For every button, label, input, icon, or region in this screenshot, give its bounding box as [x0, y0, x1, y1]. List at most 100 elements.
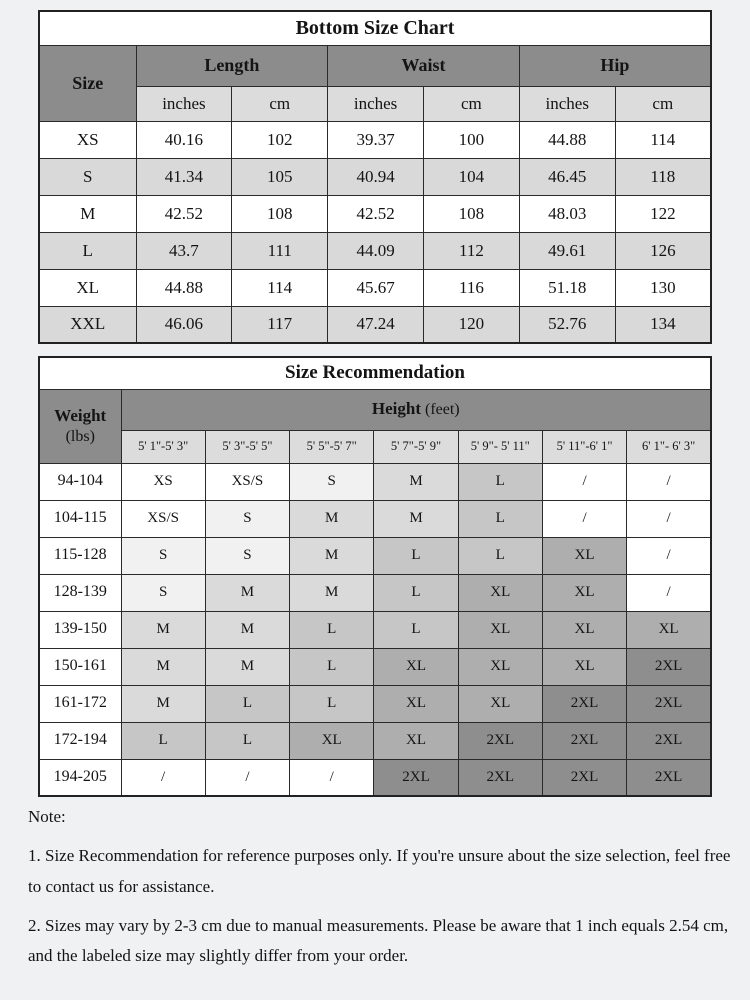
- value-cell: 49.61: [518, 231, 616, 270]
- value-cell: 45.67: [327, 268, 424, 307]
- recommended-size-cell: L: [289, 647, 375, 686]
- recommended-size-cell: /: [626, 462, 712, 501]
- weight-range-cell: 139-150: [38, 610, 122, 649]
- height-range-header: 6' 1"- 6' 3": [626, 429, 712, 464]
- unit-header: inches: [518, 85, 616, 122]
- recommended-size-cell: S: [204, 499, 291, 538]
- note-item-2: 2. Sizes may vary by 2-3 cm due to manua…: [28, 915, 729, 965]
- recommended-size-cell: L: [204, 721, 291, 760]
- recommended-size-cell: M: [120, 647, 206, 686]
- recommended-size-cell: M: [204, 647, 291, 686]
- value-cell: 114: [614, 120, 712, 159]
- recommended-size-cell: /: [541, 462, 628, 501]
- unit-header-row: inches cm inches cm inches cm: [39, 85, 712, 122]
- recommended-size-cell: L: [120, 721, 206, 760]
- value-cell: 44.88: [518, 120, 616, 159]
- recommended-size-cell: XL: [457, 684, 543, 723]
- weight-range-cell: 128-139: [38, 573, 122, 612]
- recommended-size-cell: XL: [457, 573, 543, 612]
- value-cell: 100: [422, 120, 520, 159]
- size-cell: XXL: [38, 305, 137, 344]
- weight-range-cell: 172-194: [38, 721, 122, 760]
- weight-range-cell: 104-115: [38, 499, 122, 538]
- recommended-size-cell: XS: [120, 462, 206, 501]
- weight-range-cell: 194-205: [38, 758, 122, 797]
- table-row: XS 40.16 102 39.37 100 44.88 114: [38, 120, 712, 159]
- recommended-size-cell: /: [626, 499, 712, 538]
- recommended-size-cell: L: [457, 462, 543, 501]
- size-column-header: Size: [38, 44, 137, 122]
- recommended-size-cell: M: [120, 610, 206, 649]
- bottom-size-chart-table: Bottom Size Chart Size Length Waist Hip …: [38, 10, 712, 344]
- recommended-size-cell: M: [373, 499, 459, 538]
- value-cell: 122: [614, 194, 712, 233]
- recommended-size-cell: /: [626, 536, 712, 575]
- recommended-size-cell: 2XL: [626, 684, 712, 723]
- weight-range-cell: 150-161: [38, 647, 122, 686]
- height-range-header: 5' 7"-5' 9": [373, 429, 459, 464]
- table-row: 128-139 S M M L XL XL /: [38, 573, 712, 612]
- unit-header: inches: [135, 85, 233, 122]
- height-range-header: 5' 11"-6' 1": [541, 429, 628, 464]
- recommended-size-cell: S: [289, 462, 375, 501]
- recommended-size-cell: XL: [373, 684, 459, 723]
- recommended-size-cell: 2XL: [373, 758, 459, 797]
- value-cell: 105: [231, 157, 329, 196]
- size-cell: S: [38, 157, 137, 196]
- value-cell: 120: [422, 305, 520, 344]
- group-header-row: Size Length Waist Hip: [38, 44, 712, 122]
- recommended-size-cell: M: [120, 684, 206, 723]
- recommended-size-cell: /: [204, 758, 291, 797]
- recommended-size-cell: XL: [373, 721, 459, 760]
- recommended-size-cell: L: [457, 499, 543, 538]
- value-cell: 112: [422, 231, 520, 270]
- recommended-size-cell: XL: [541, 610, 628, 649]
- recommended-size-cell: 2XL: [541, 758, 628, 797]
- size-cell: XL: [38, 268, 137, 307]
- table-row: M 42.52 108 42.52 108 48.03 122: [38, 194, 712, 233]
- weight-header-label: Weight: [54, 406, 107, 426]
- value-cell: 44.88: [135, 268, 233, 307]
- length-group-header: Length: [135, 44, 329, 87]
- unit-header: inches: [327, 85, 424, 122]
- height-header-unit: (feet): [424, 401, 460, 419]
- weight-range-cell: 161-172: [38, 684, 122, 723]
- table-row: 139-150 M M L L XL XL XL: [38, 610, 712, 649]
- recommended-size-cell: XL: [541, 536, 628, 575]
- table-row: 172-194 L L XL XL 2XL 2XL 2XL: [38, 721, 712, 760]
- value-cell: 48.03: [518, 194, 616, 233]
- value-cell: 134: [614, 305, 712, 344]
- table-row: XXL 46.06 117 47.24 120 52.76 134: [38, 305, 712, 344]
- value-cell: 47.24: [327, 305, 424, 344]
- value-cell: 46.06: [135, 305, 233, 344]
- recommended-size-cell: XL: [373, 647, 459, 686]
- recommended-size-cell: L: [373, 610, 459, 649]
- value-cell: 114: [231, 268, 329, 307]
- value-cell: 42.52: [135, 194, 233, 233]
- value-cell: 104: [422, 157, 520, 196]
- table-title-row: Bottom Size Chart: [38, 10, 712, 46]
- value-cell: 46.45: [518, 157, 616, 196]
- value-cell: 116: [422, 268, 520, 307]
- size-tables-section: Bottom Size Chart Size Length Waist Hip …: [38, 10, 712, 797]
- recommended-size-cell: 2XL: [541, 721, 628, 760]
- recommended-size-cell: L: [373, 573, 459, 612]
- size-cell: M: [38, 194, 137, 233]
- hip-group-header: Hip: [518, 44, 712, 87]
- recommended-size-cell: M: [204, 610, 291, 649]
- table-row: 115-128 S S M L L XL /: [38, 536, 712, 575]
- recommended-size-cell: XS/S: [204, 462, 291, 501]
- size-recommendation-section: Size Recommendation Weight (lbs) Height(…: [38, 356, 712, 797]
- value-cell: 52.76: [518, 305, 616, 344]
- height-range-header: 5' 9"- 5' 11": [457, 429, 543, 464]
- table-row: 161-172 M L L XL XL 2XL 2XL: [38, 684, 712, 723]
- recommended-size-cell: M: [204, 573, 291, 612]
- recommended-size-cell: XL: [541, 573, 628, 612]
- notes-label: Note:: [28, 807, 66, 826]
- recommended-size-cell: XL: [457, 610, 543, 649]
- recommended-size-cell: L: [289, 684, 375, 723]
- value-cell: 40.94: [327, 157, 424, 196]
- recommended-size-cell: /: [541, 499, 628, 538]
- bottom-size-chart-title: Bottom Size Chart: [38, 10, 712, 46]
- table-title-row: Size Recommendation: [38, 356, 712, 390]
